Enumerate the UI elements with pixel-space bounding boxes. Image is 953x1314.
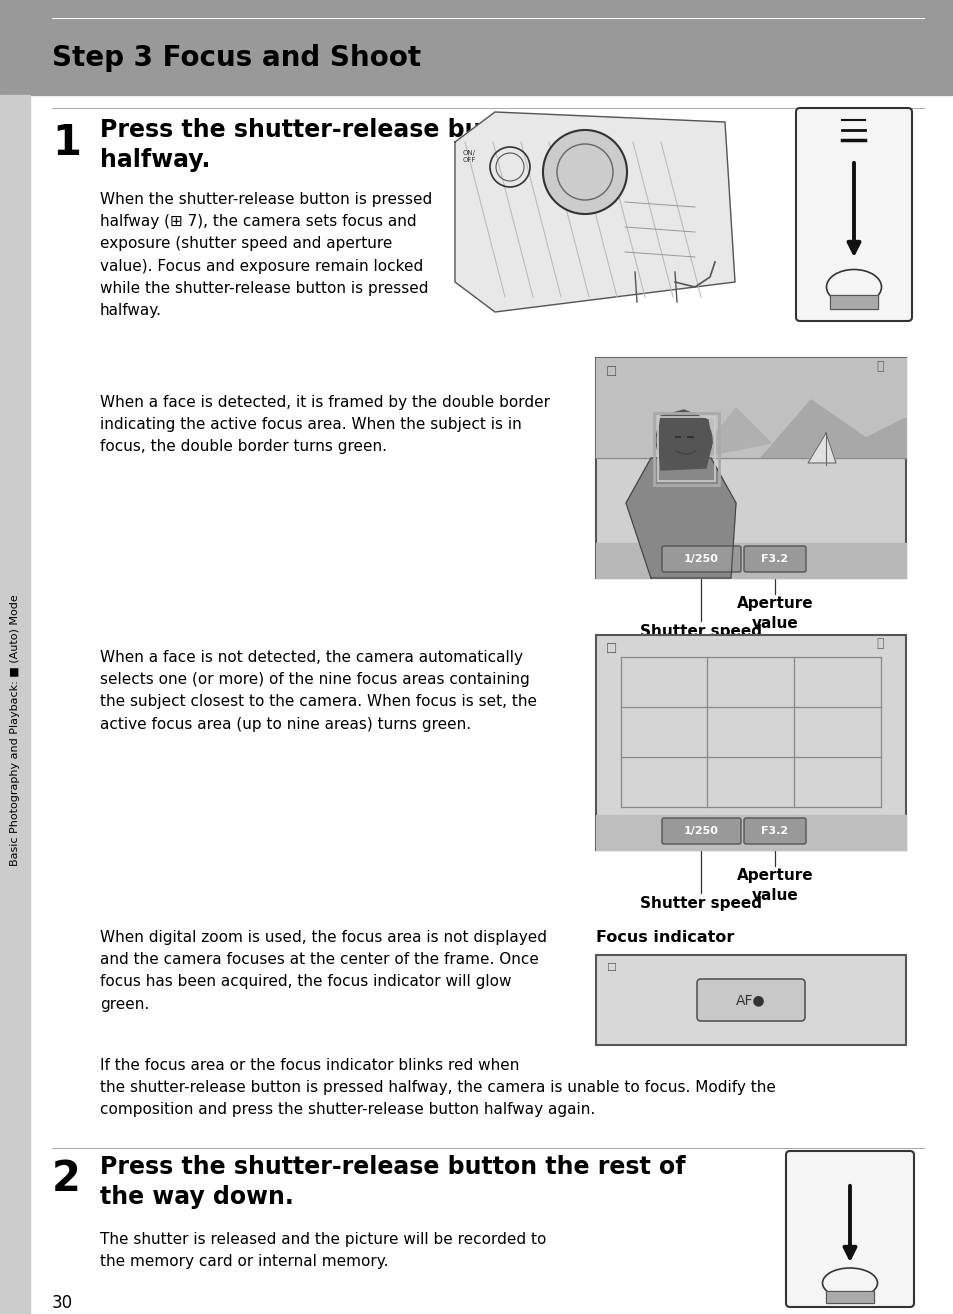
Text: Focus indicator: Focus indicator [596, 930, 734, 945]
Bar [0, 95, 30, 1314]
Bar [829, 296, 877, 309]
Text: halfway.: halfway. [100, 148, 211, 172]
Polygon shape [760, 399, 905, 459]
Bar [829, 296, 877, 309]
Bar [596, 357, 905, 578]
Text: Press the shutter-release button the rest of: Press the shutter-release button the res… [100, 1155, 685, 1179]
FancyBboxPatch shape [785, 1151, 913, 1307]
FancyBboxPatch shape [697, 979, 804, 1021]
Text: 📸: 📸 [875, 360, 882, 373]
Text: ON/
OFF: ON/ OFF [462, 150, 476, 163]
Polygon shape [625, 459, 735, 578]
Text: ☐: ☐ [605, 643, 617, 656]
Text: value: value [751, 888, 798, 903]
Text: Basic Photography and Playback: ■ (Auto) Mode: Basic Photography and Playback: ■ (Auto)… [10, 594, 20, 866]
Text: the way down.: the way down. [100, 1185, 294, 1209]
Text: When digital zoom is used, the focus area is not displayed
and the camera focuse: When digital zoom is used, the focus are… [100, 930, 546, 1012]
Text: 📸: 📸 [875, 637, 882, 650]
Bar [0, 0, 953, 95]
Circle shape [542, 130, 626, 214]
Text: 30: 30 [52, 1294, 73, 1311]
Text: Aperture: Aperture [736, 597, 813, 611]
Circle shape [656, 413, 711, 468]
Text: 2: 2 [52, 1158, 81, 1200]
Bar [658, 417, 714, 481]
FancyBboxPatch shape [661, 547, 740, 572]
Bar [596, 543, 905, 578]
FancyBboxPatch shape [743, 819, 805, 844]
Bar [596, 955, 905, 1045]
FancyBboxPatch shape [743, 547, 805, 572]
Bar [825, 1290, 873, 1303]
FancyBboxPatch shape [661, 819, 740, 844]
Text: The shutter is released and the picture will be recorded to
the memory card or i: The shutter is released and the picture … [100, 1233, 546, 1269]
Text: Shutter speed: Shutter speed [639, 624, 761, 639]
Text: If the focus area or the focus indicator blinks red when
the shutter-release but: If the focus area or the focus indicator… [100, 1058, 775, 1117]
Bar [596, 815, 905, 850]
Text: F3.2: F3.2 [760, 555, 788, 564]
Polygon shape [658, 410, 711, 470]
Text: Aperture: Aperture [736, 869, 813, 883]
Text: Step 3 Focus and Shoot: Step 3 Focus and Shoot [52, 43, 420, 72]
Text: ☐: ☐ [605, 963, 616, 972]
Text: Press the shutter-release button: Press the shutter-release button [100, 118, 537, 142]
Bar [825, 1290, 873, 1303]
Text: 1/250: 1/250 [683, 555, 718, 564]
Bar [654, 413, 719, 485]
Bar [596, 357, 905, 459]
Polygon shape [807, 434, 835, 463]
Polygon shape [696, 409, 770, 459]
Text: When the shutter-release button is pressed
halfway (⊞ 7), the camera sets focus : When the shutter-release button is press… [100, 192, 432, 318]
Text: Shutter speed: Shutter speed [639, 896, 761, 911]
Text: ☐: ☐ [605, 367, 617, 378]
Text: 1: 1 [52, 122, 81, 164]
Text: value: value [751, 616, 798, 631]
Bar [596, 635, 905, 850]
FancyBboxPatch shape [795, 108, 911, 321]
Text: F3.2: F3.2 [760, 827, 788, 836]
Text: AF●: AF● [736, 993, 765, 1007]
Text: When a face is not detected, the camera automatically
selects one (or more) of t: When a face is not detected, the camera … [100, 650, 537, 732]
Polygon shape [455, 112, 734, 311]
Text: 1/250: 1/250 [683, 827, 718, 836]
Text: When a face is detected, it is framed by the double border
indicating the active: When a face is detected, it is framed by… [100, 396, 550, 455]
